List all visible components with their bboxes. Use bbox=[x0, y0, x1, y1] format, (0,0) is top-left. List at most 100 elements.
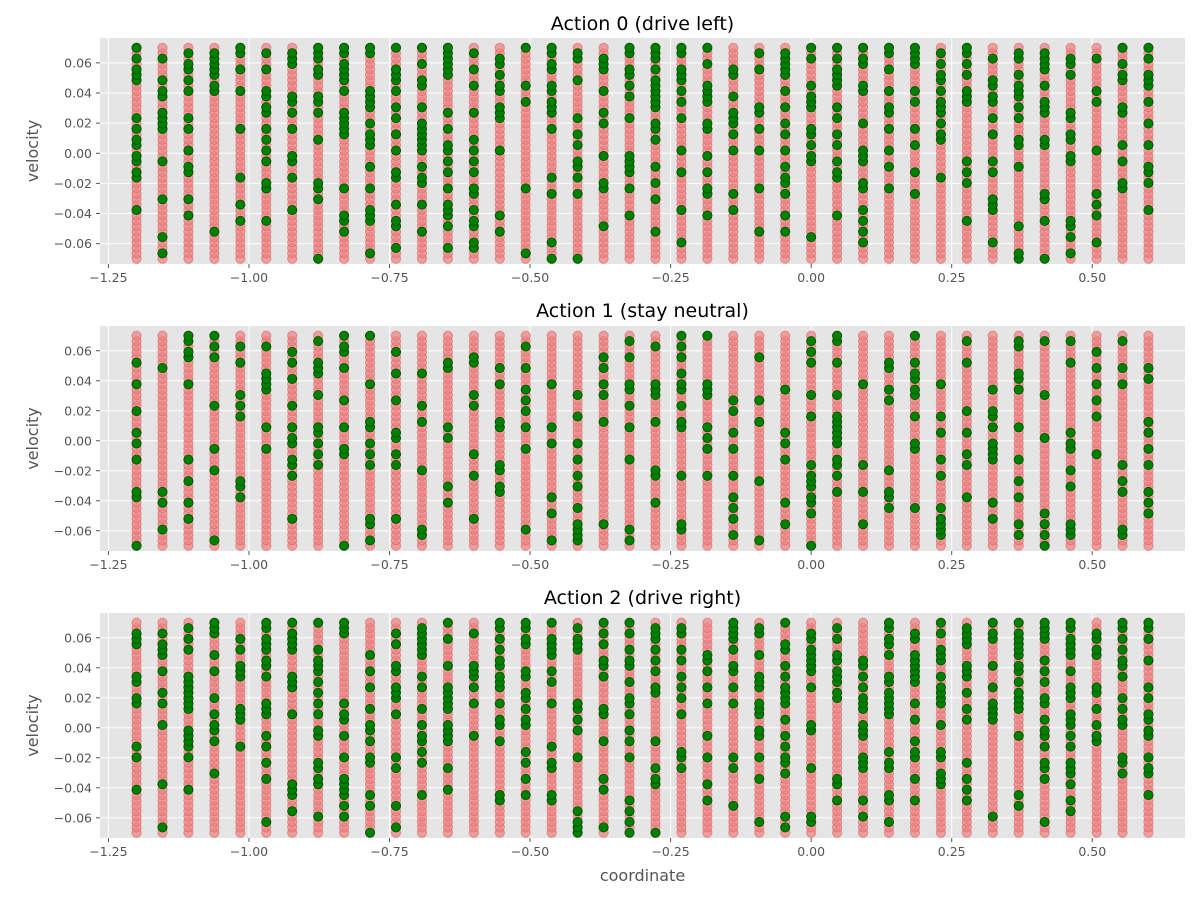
action-point bbox=[1091, 210, 1102, 221]
action-point bbox=[858, 226, 869, 237]
action-point bbox=[365, 330, 376, 341]
action-point bbox=[883, 357, 894, 368]
action-point bbox=[157, 86, 168, 97]
action-point bbox=[391, 145, 402, 156]
action-point bbox=[1117, 363, 1128, 374]
action-point bbox=[1013, 454, 1024, 465]
action-point bbox=[858, 486, 869, 497]
action-point bbox=[1013, 492, 1024, 503]
panel-0: −1.25 −1.00 −0.75 −0.50 −0.25 0.00 0.25 0.50−0.… bbox=[23, 13, 1185, 285]
action-point bbox=[339, 210, 350, 221]
action-point bbox=[754, 48, 765, 59]
action-point bbox=[157, 486, 168, 497]
action-point bbox=[416, 75, 427, 86]
action-point bbox=[832, 330, 843, 341]
action-point bbox=[598, 221, 609, 232]
action-point bbox=[1065, 107, 1076, 118]
action-point bbox=[728, 205, 739, 216]
action-point bbox=[598, 416, 609, 427]
action-point bbox=[702, 422, 713, 433]
action-point bbox=[961, 492, 972, 503]
action-point bbox=[806, 123, 817, 134]
action-point bbox=[650, 379, 661, 390]
action-point bbox=[1013, 134, 1024, 145]
action-point bbox=[624, 150, 635, 161]
action-point bbox=[494, 102, 505, 113]
state-point bbox=[287, 330, 298, 341]
action-point bbox=[961, 86, 972, 97]
action-point bbox=[261, 156, 272, 167]
action-point bbox=[468, 156, 479, 167]
action-point bbox=[339, 59, 350, 70]
action-point bbox=[961, 427, 972, 438]
action-point bbox=[131, 454, 142, 465]
action-point bbox=[624, 183, 635, 194]
action-point bbox=[572, 140, 583, 151]
action-point bbox=[494, 145, 505, 156]
action-point bbox=[1117, 476, 1128, 487]
action-point bbox=[961, 59, 972, 70]
action-point bbox=[546, 123, 557, 134]
action-point bbox=[572, 113, 583, 124]
action-point bbox=[1117, 336, 1128, 347]
action-point bbox=[131, 486, 142, 497]
action-point bbox=[391, 449, 402, 460]
action-point bbox=[806, 411, 817, 422]
action-point bbox=[1039, 215, 1050, 226]
action-point bbox=[858, 118, 869, 129]
action-point bbox=[416, 59, 427, 70]
state-point bbox=[1091, 330, 1102, 341]
action-point bbox=[935, 129, 946, 140]
action-point bbox=[702, 470, 713, 481]
action-point bbox=[780, 172, 791, 183]
action-point bbox=[728, 91, 739, 102]
action-point bbox=[261, 123, 272, 134]
action-point bbox=[1143, 459, 1154, 470]
action-point bbox=[235, 215, 246, 226]
action-point bbox=[365, 416, 376, 427]
action-point bbox=[339, 540, 350, 551]
action-point bbox=[183, 59, 194, 70]
action-point bbox=[391, 242, 402, 253]
action-point bbox=[806, 459, 817, 470]
action-point bbox=[442, 221, 453, 232]
action-point bbox=[494, 226, 505, 237]
action-point bbox=[935, 96, 946, 107]
action-point bbox=[806, 150, 817, 161]
action-point bbox=[546, 80, 557, 91]
action-point bbox=[416, 465, 427, 476]
action-point bbox=[520, 524, 531, 535]
action-point bbox=[806, 492, 817, 503]
action-point bbox=[780, 145, 791, 156]
action-point bbox=[780, 226, 791, 237]
action-point bbox=[209, 465, 220, 476]
state-point bbox=[780, 330, 791, 341]
state-point bbox=[987, 330, 998, 341]
action-point bbox=[702, 210, 713, 221]
action-point bbox=[806, 470, 817, 481]
y-tick-label: 0.06 bbox=[64, 343, 92, 358]
action-point bbox=[183, 194, 194, 205]
action-point bbox=[313, 178, 324, 189]
action-point bbox=[131, 438, 142, 449]
action-point bbox=[287, 107, 298, 118]
action-point bbox=[754, 183, 765, 194]
action-point bbox=[520, 384, 531, 395]
action-point bbox=[1065, 336, 1076, 347]
action-point bbox=[883, 486, 894, 497]
action-point bbox=[858, 237, 869, 248]
action-point bbox=[287, 373, 298, 384]
action-point bbox=[1143, 427, 1154, 438]
action-point bbox=[313, 336, 324, 347]
action-point bbox=[858, 519, 869, 530]
action-point bbox=[468, 64, 479, 75]
action-point bbox=[1039, 433, 1050, 444]
action-point bbox=[650, 416, 661, 427]
action-point bbox=[909, 167, 920, 178]
action-point bbox=[391, 42, 402, 53]
action-point bbox=[339, 341, 350, 352]
action-point bbox=[832, 411, 843, 422]
action-point bbox=[339, 86, 350, 97]
action-point bbox=[1091, 449, 1102, 460]
action-point bbox=[572, 503, 583, 514]
